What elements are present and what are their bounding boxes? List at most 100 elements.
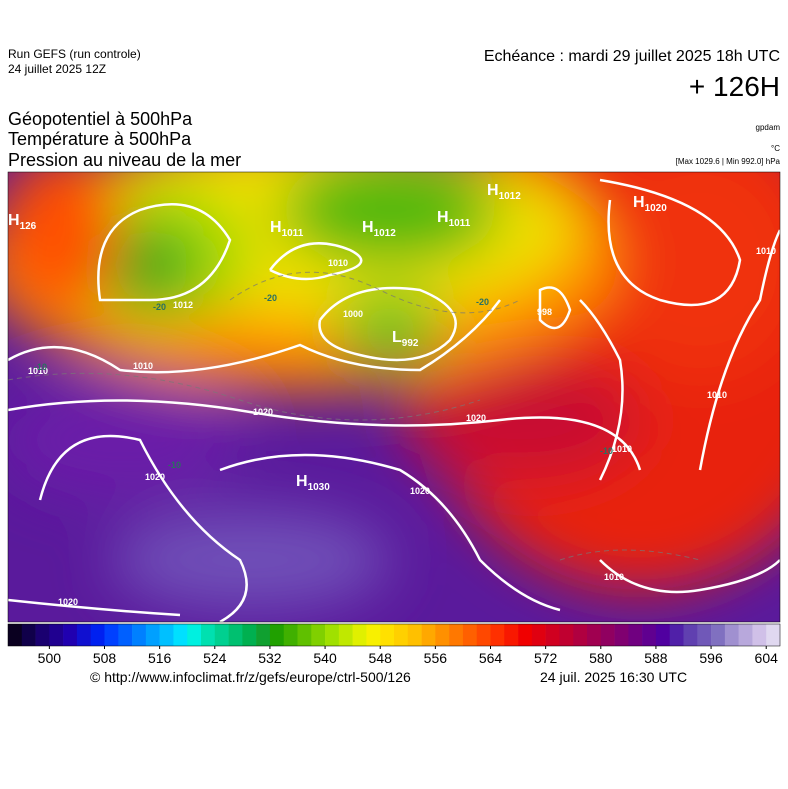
valid-time: Echéance : mardi 29 juillet 2025 18h UTC — [484, 48, 780, 65]
isobar-label: 1010 — [612, 444, 632, 454]
colorbar-frame — [7, 623, 781, 647]
isotherm-label: -20 — [153, 302, 166, 312]
colorbar-swatch — [518, 624, 533, 646]
colorbar-swatch — [380, 624, 395, 646]
isobar-label: 1010 — [756, 246, 776, 256]
center-value: 1030 — [308, 482, 331, 493]
colorbar-tick-label: 564 — [479, 650, 503, 666]
colorbar-swatch — [766, 624, 781, 646]
colorbar-tick-label: 524 — [203, 650, 227, 666]
colorbar-swatch — [421, 624, 436, 646]
center-value: 1011 — [449, 218, 471, 229]
colorbar-swatch — [476, 624, 491, 646]
colorbar-swatch — [63, 624, 78, 646]
pressure-center: H1012 — [362, 219, 396, 239]
colorbar-swatch — [614, 624, 629, 646]
unit: °C — [771, 144, 780, 153]
colorbar-swatch — [242, 624, 257, 646]
isotherm-label: -10 — [600, 446, 613, 456]
isotherm-label: -10 — [168, 460, 181, 470]
colorbar-tick-label: 548 — [369, 650, 393, 666]
center-symbol: H — [270, 219, 282, 236]
isobar-label: 1020 — [145, 472, 165, 482]
colorbar-tick-label: 532 — [258, 650, 282, 666]
center-symbol: H — [296, 473, 308, 490]
colorbar-swatch — [90, 624, 105, 646]
colorbar-swatch — [159, 624, 174, 646]
colorbar-swatch — [600, 624, 615, 646]
map-frame — [7, 171, 781, 623]
unit: gpdam — [756, 123, 781, 132]
colorbar-tick-label: 556 — [424, 650, 448, 666]
pressure-center: H1030 — [296, 473, 330, 493]
colorbar-swatch — [201, 624, 216, 646]
isobar-label: 1020 — [58, 597, 78, 607]
colorbar-swatch — [338, 624, 353, 646]
colorbar-swatch — [462, 624, 478, 646]
issued-time: 24 juil. 2025 16:30 UTC — [540, 669, 687, 685]
colorbar-swatch — [311, 624, 326, 646]
isobar-label: 1010 — [28, 366, 48, 376]
colorbar-swatch — [407, 624, 422, 646]
colorbar-swatch — [545, 624, 560, 646]
colorbar-swatch — [559, 624, 574, 646]
isobar-label: 1020 — [466, 413, 486, 423]
center-symbol: H — [8, 212, 20, 229]
colorbar-swatch — [49, 624, 64, 646]
isobar-label: 1020 — [410, 486, 430, 496]
isobar-label: 1010 — [707, 390, 727, 400]
colorbar-swatch — [504, 624, 519, 646]
pressure-center: H1011 — [270, 219, 304, 239]
pressure-center: H1012 — [487, 182, 521, 202]
colorbar-swatch — [214, 624, 229, 646]
colorbar-swatch — [8, 624, 23, 646]
colorbar-swatch — [449, 624, 464, 646]
colorbar-swatch — [21, 624, 36, 646]
colorbar-swatch — [35, 624, 50, 646]
colorbar-swatch — [352, 624, 367, 646]
field-title: Pression au niveau de la mer — [8, 150, 241, 170]
colorbar-swatch — [587, 624, 602, 646]
field-title: Température à 500hPa — [8, 129, 192, 149]
center-symbol: H — [487, 182, 499, 199]
colorbar-swatch — [738, 624, 753, 646]
colorbar-tick-label: 500 — [38, 650, 62, 666]
colorbar-swatch — [669, 624, 684, 646]
isobar-label: 1020 — [253, 407, 273, 417]
colorbar-swatch — [655, 624, 671, 646]
center-symbol: H — [437, 209, 449, 226]
colorbar-swatch — [76, 624, 92, 646]
isotherm-label: -20 — [264, 293, 277, 303]
colorbar-tick-label: 516 — [148, 650, 172, 666]
colorbar-swatch — [187, 624, 202, 646]
colorbar-swatch — [711, 624, 726, 646]
center-value: 1012 — [499, 191, 522, 202]
colorbar-swatch — [435, 624, 450, 646]
colorbar-tick-label: 604 — [755, 650, 779, 666]
colorbar-swatch — [283, 624, 298, 646]
isobar-label: 1012 — [173, 300, 193, 310]
lead-time: + 126H — [689, 71, 780, 102]
colorbar-tick-label: 596 — [699, 650, 723, 666]
unit: [Max 1029.6 | Min 992.0] hPa — [676, 157, 781, 166]
colorbar-swatch — [366, 624, 381, 646]
center-value: 1011 — [282, 228, 304, 239]
center-value: 992 — [402, 338, 419, 349]
colorbar-swatch — [325, 624, 340, 646]
center-symbol: H — [362, 219, 374, 236]
colorbar-swatch — [256, 624, 271, 646]
colorbar-swatch — [297, 624, 312, 646]
colorbar-tick-label: 540 — [313, 650, 337, 666]
center-symbol: L — [392, 329, 402, 346]
colorbar-swatch — [132, 624, 147, 646]
run-label: Run GEFS (run controle) — [8, 47, 141, 61]
center-value: 1020 — [645, 203, 668, 214]
pressure-center: H126 — [8, 212, 37, 232]
center-value: 1012 — [374, 228, 397, 239]
colorbar-tick-label: 588 — [644, 650, 668, 666]
colorbar-swatch — [173, 624, 188, 646]
isobar-label: 1010 — [328, 258, 348, 268]
colorbar-swatch — [724, 624, 739, 646]
isotherm-label: -20 — [476, 297, 489, 307]
source-url: © http://www.infoclimat.fr/z/gefs/europe… — [90, 669, 411, 685]
